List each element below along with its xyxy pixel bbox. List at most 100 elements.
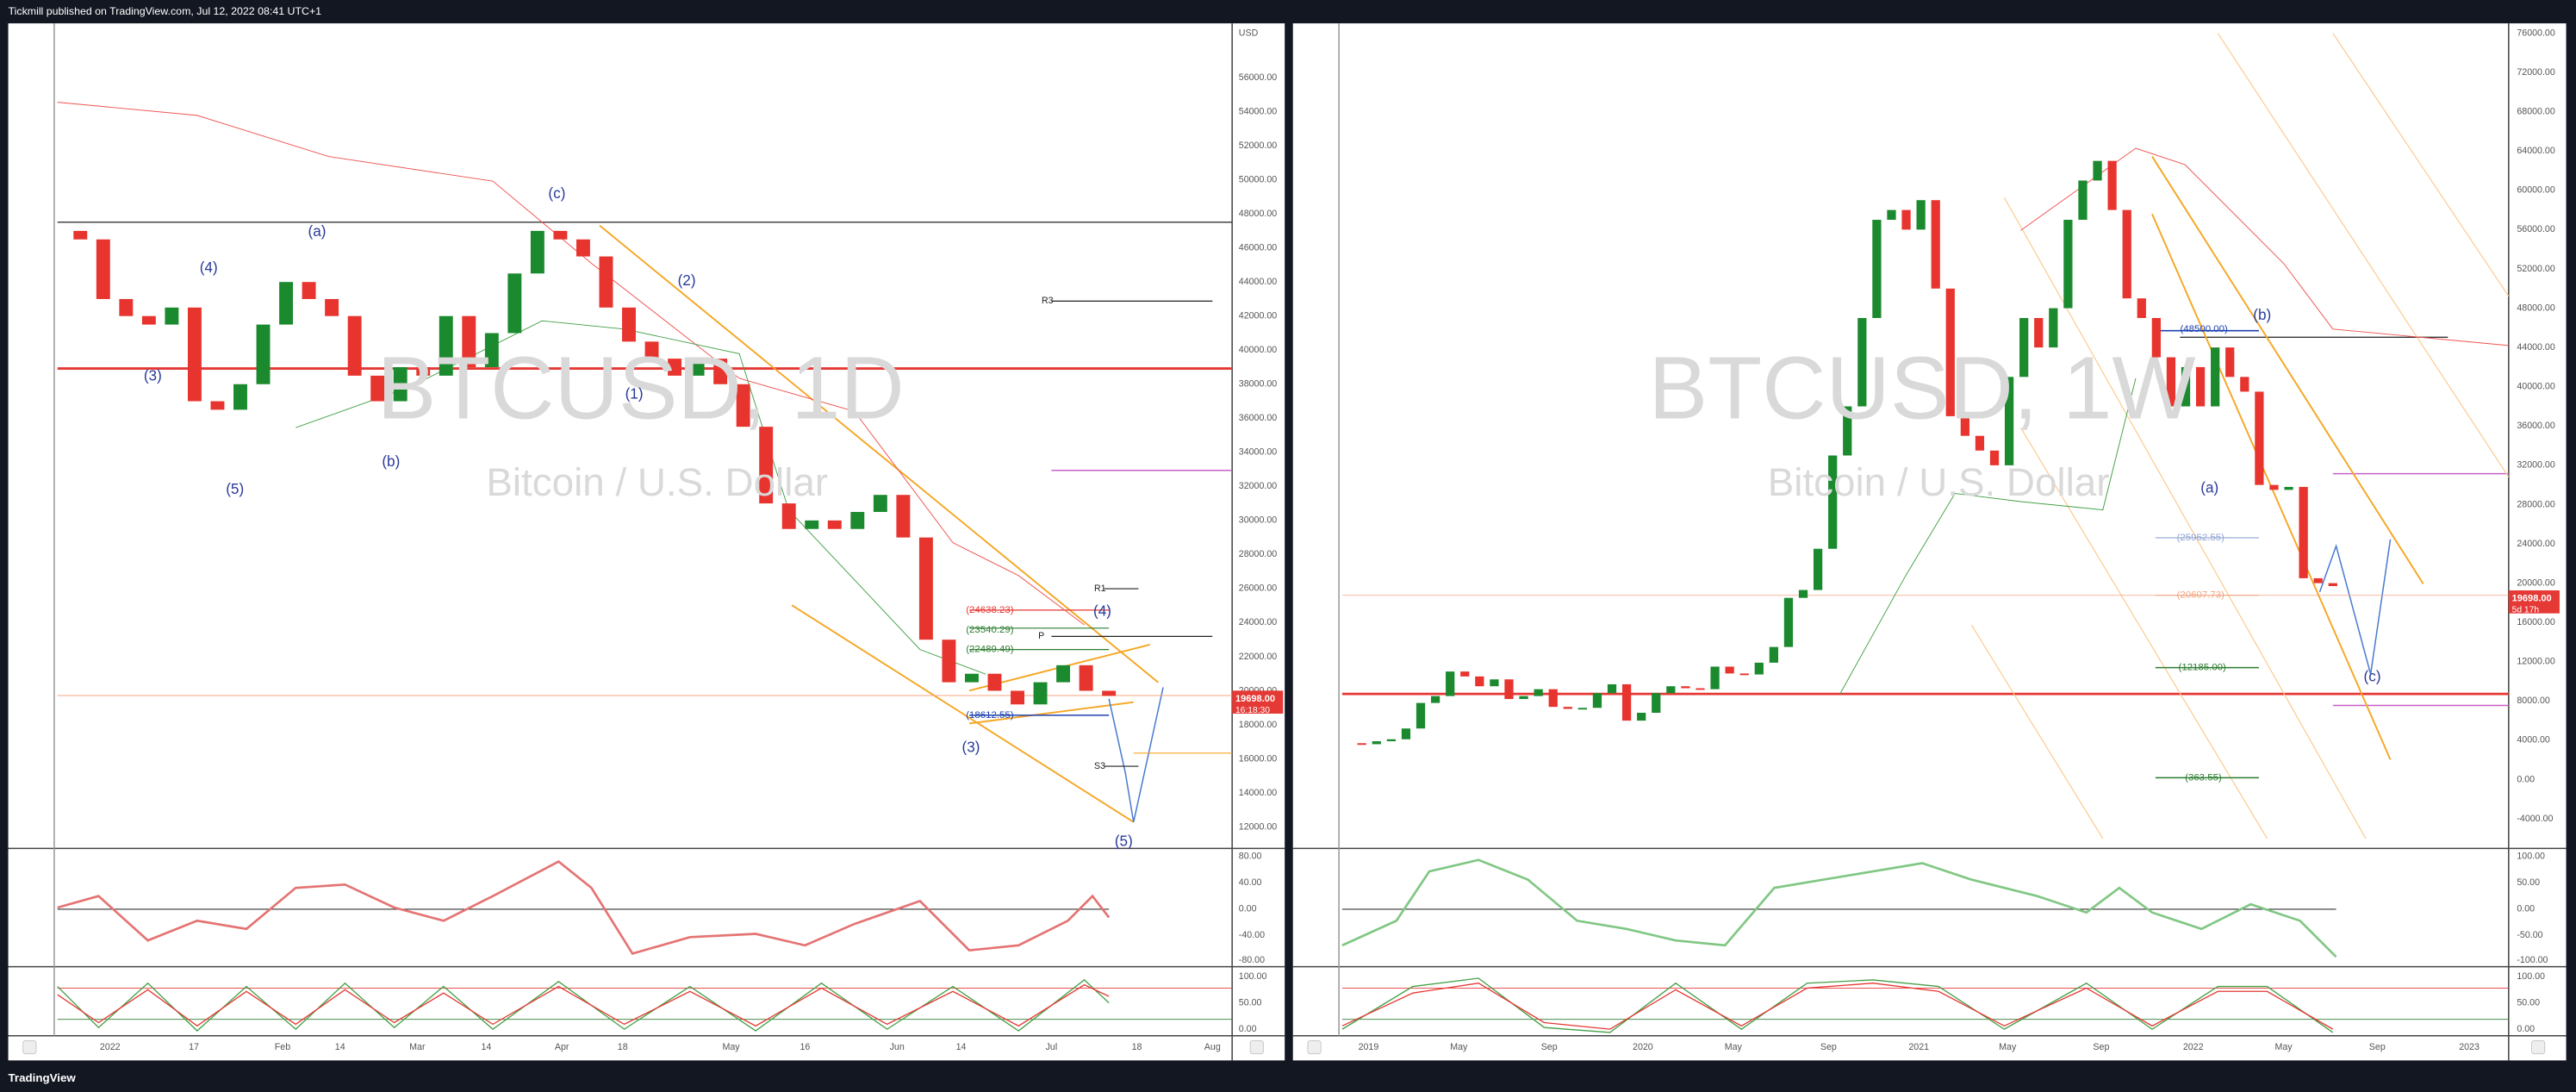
candle bbox=[2225, 347, 2235, 378]
price-tick: 46000.00 bbox=[1239, 242, 1278, 253]
price-tick: 54000.00 bbox=[1239, 106, 1278, 116]
candle bbox=[1011, 690, 1024, 705]
time-tick: Feb bbox=[275, 1042, 290, 1052]
candle bbox=[439, 315, 453, 376]
candle bbox=[805, 520, 819, 529]
marks bbox=[73, 160, 2337, 746]
time-tick: 2020 bbox=[1633, 1042, 1653, 1052]
candle bbox=[1769, 646, 1778, 663]
candle bbox=[2004, 377, 2014, 465]
price-tick: 16000.00 bbox=[1239, 753, 1278, 764]
candle bbox=[2078, 180, 2088, 221]
time-tick: 2019 bbox=[1359, 1042, 1379, 1052]
stoch-tick: 50.00 bbox=[2517, 997, 2540, 1008]
candle bbox=[2151, 317, 2161, 358]
price-tick: -4000.00 bbox=[2517, 814, 2553, 824]
candle bbox=[530, 230, 544, 274]
annotation: R1 bbox=[1094, 583, 1106, 594]
price-tick: 64000.00 bbox=[2517, 146, 2555, 156]
right-pane bbox=[1292, 23, 2567, 1061]
candle bbox=[119, 298, 134, 316]
annotation: (b) bbox=[382, 452, 400, 470]
candle bbox=[1563, 707, 1572, 709]
annotation: (1) bbox=[625, 385, 644, 402]
price-tick: 0.00 bbox=[2517, 774, 2535, 784]
candle bbox=[1696, 688, 1705, 690]
rsi-tick: 40.00 bbox=[1239, 877, 1262, 888]
currency: USD bbox=[1239, 28, 1259, 38]
candle bbox=[576, 239, 590, 257]
stoch-tick: 100.00 bbox=[1239, 971, 1267, 982]
candle bbox=[1446, 671, 1455, 696]
price-tick: 48000.00 bbox=[1239, 209, 1278, 219]
price-tick: 52000.00 bbox=[2517, 264, 2555, 274]
candle bbox=[73, 230, 88, 240]
price-tick: 56000.00 bbox=[2517, 224, 2555, 234]
separators bbox=[8, 23, 2567, 1061]
price-tick: 72000.00 bbox=[2517, 67, 2555, 78]
candle bbox=[1079, 665, 1093, 691]
time-tick: 16 bbox=[800, 1042, 810, 1052]
candle bbox=[1460, 671, 1470, 677]
candle bbox=[1857, 317, 1867, 407]
annotation: (25952.55) bbox=[2177, 533, 2225, 543]
price-tick: 36000.00 bbox=[2517, 421, 2555, 431]
annotation: (4) bbox=[200, 259, 218, 276]
rsi-tick: -100.00 bbox=[2517, 955, 2548, 965]
candle bbox=[256, 324, 271, 384]
axis-button[interactable] bbox=[1307, 1040, 1322, 1055]
price-tick: 32000.00 bbox=[1239, 481, 1278, 491]
candle bbox=[1102, 690, 1117, 696]
candle bbox=[1416, 702, 1426, 729]
watermark-subtitle: Bitcoin / U.S. Dollar bbox=[1768, 460, 2110, 504]
candle bbox=[1754, 662, 1764, 675]
price-tick: 18000.00 bbox=[1239, 720, 1278, 730]
axis-button[interactable] bbox=[2531, 1040, 2546, 1055]
price-tick: 12000.00 bbox=[2517, 657, 2555, 667]
candle bbox=[1577, 708, 1587, 710]
annotation: (20607.73) bbox=[2177, 590, 2225, 601]
price-tick: 8000.00 bbox=[2517, 696, 2550, 706]
header-text: Tickmill published on TradingView.com, J… bbox=[9, 5, 322, 17]
annotation: (48500.00) bbox=[2180, 324, 2228, 334]
candle bbox=[96, 239, 110, 299]
footer-brand: TradingView bbox=[9, 1071, 77, 1084]
candle bbox=[279, 282, 294, 325]
annotation: (22489.49) bbox=[966, 645, 1014, 655]
annotation: (b) bbox=[2253, 306, 2271, 323]
candle bbox=[553, 230, 568, 240]
time-tick: May bbox=[1725, 1042, 1743, 1052]
price-tick: 14000.00 bbox=[1239, 788, 1278, 798]
watermark-subtitle: Bitcoin / U.S. Dollar bbox=[486, 460, 828, 504]
price-tick: 40000.00 bbox=[2517, 382, 2555, 392]
candle bbox=[987, 673, 1002, 691]
price-tick: 52000.00 bbox=[1239, 140, 1278, 151]
last-price-box bbox=[2508, 590, 2560, 614]
candle bbox=[2107, 160, 2117, 210]
candle bbox=[690, 359, 705, 376]
candle bbox=[1548, 689, 1558, 708]
candle bbox=[2195, 366, 2206, 407]
time-tick: 2022 bbox=[2183, 1042, 2204, 1052]
annotation: (18612.55) bbox=[966, 710, 1014, 721]
time-tick: May bbox=[1999, 1042, 2017, 1052]
candle bbox=[1916, 200, 1926, 230]
watermark: BTCUSD, 1D bbox=[377, 338, 905, 437]
time-tick: Jul bbox=[1046, 1042, 1058, 1052]
candle bbox=[1989, 450, 2000, 465]
time-tick: May bbox=[722, 1042, 740, 1052]
price-tick: 16000.00 bbox=[2517, 617, 2555, 627]
annotation: (24638.23) bbox=[966, 605, 1014, 615]
axis-button[interactable] bbox=[22, 1040, 37, 1055]
annotation: (12185.00) bbox=[2179, 663, 2227, 673]
candle bbox=[416, 366, 431, 376]
candle bbox=[233, 384, 247, 410]
time-tick: Sep bbox=[1541, 1042, 1558, 1052]
candle bbox=[1975, 435, 1985, 451]
candle bbox=[1813, 548, 1823, 590]
axis-button[interactable] bbox=[1249, 1040, 1264, 1055]
candle bbox=[187, 307, 202, 402]
price-tick: 44000.00 bbox=[1239, 277, 1278, 287]
candle bbox=[2137, 298, 2146, 318]
time-tick: Aug bbox=[1204, 1042, 1221, 1052]
